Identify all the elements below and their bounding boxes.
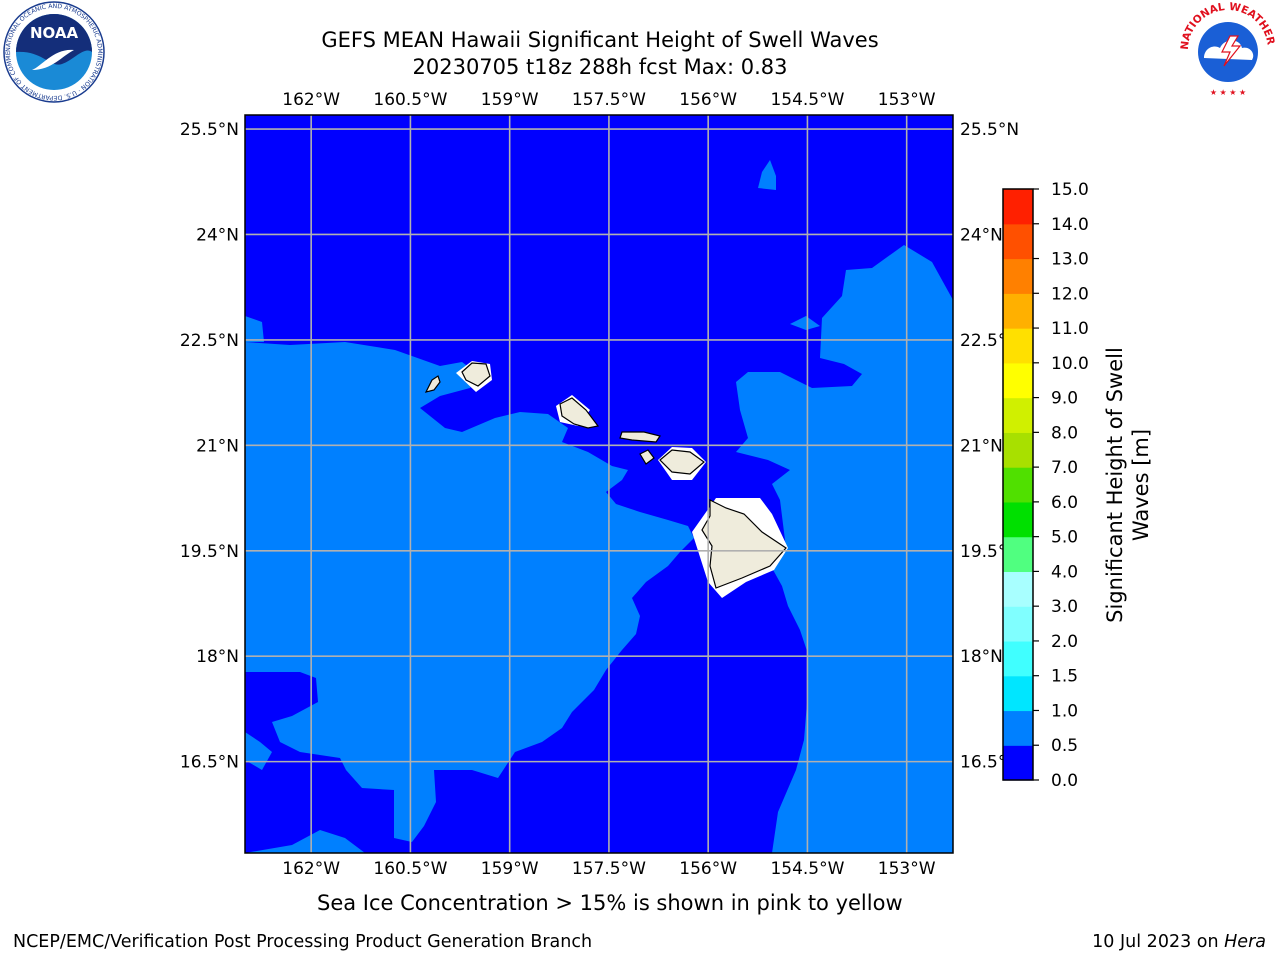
maui-island <box>659 449 705 475</box>
lon-tick-label: 160.5°W <box>373 859 447 879</box>
colorbar-segment <box>1003 397 1033 433</box>
colorbar-tick-label: 1.5 <box>1051 667 1078 687</box>
colorbar-segment <box>1003 710 1033 746</box>
colorbar-tick-label: 11.0 <box>1051 319 1089 339</box>
map-frame <box>244 114 954 854</box>
colorbar-tick-label: 5.0 <box>1051 528 1078 548</box>
niihau-island <box>424 375 441 393</box>
colorbar-tick-label: 7.0 <box>1051 458 1078 478</box>
colorbar-tick-label: 8.0 <box>1051 423 1078 443</box>
colorbar-segment <box>1003 675 1033 712</box>
colorbar-tick-label: 1.0 <box>1051 701 1078 721</box>
footer-date: 10 Jul 2023 on Hera <box>1092 932 1266 952</box>
sea-ice-note: Sea Ice Concentration > 15% is shown in … <box>317 891 903 915</box>
lanai-island <box>639 449 655 465</box>
lon-tick-label: 162°W <box>282 859 340 879</box>
lat-tick-label: 18°N <box>960 647 1003 667</box>
latitude-labels-left: 25.5°N 24°N 22.5°N 21°N 19.5°N 18°N 16.5°N <box>180 120 239 773</box>
lat-tick-label: 25.5°N <box>960 120 1019 140</box>
colorbar-label: Significant Height of Swell Waves [m] <box>1102 325 1154 645</box>
colorbar-tick-label: 0.5 <box>1051 736 1078 756</box>
lat-tick-label: 22.5°N <box>180 331 239 351</box>
lat-tick-label: 16.5°N <box>180 753 239 773</box>
kauai-island <box>461 362 491 387</box>
lon-tick-label: 159°W <box>481 90 539 110</box>
colorbar-label-line1: Significant Height of Swell <box>1103 347 1127 623</box>
longitude-labels-bottom: 162°W 160.5°W 159°W 157.5°W 156°W 154.5°W 153°… <box>282 859 935 879</box>
swell-band-east <box>736 245 953 853</box>
colorbar-tick-label: 2.0 <box>1051 632 1078 652</box>
colorbar-segment <box>1003 432 1033 468</box>
colorbar-tick-label: 9.0 <box>1051 389 1078 409</box>
nws-stars-icon: ★ ★ ★ ★ <box>1210 88 1246 97</box>
nws-logo: NATIONAL WEATHER SERVICE ★ ★ ★ ★ <box>1178 0 1277 98</box>
lon-tick-label: 154.5°W <box>770 90 844 110</box>
colorbar-tick-label: 13.0 <box>1051 250 1089 270</box>
swell-band-north-spot <box>758 160 776 190</box>
colorbar-tick-label: 6.0 <box>1051 493 1078 513</box>
colorbar-segment <box>1003 745 1033 781</box>
lon-tick-label: 157.5°W <box>572 859 646 879</box>
lon-tick-label: 154.5°W <box>770 859 844 879</box>
swell-band-south <box>245 830 365 853</box>
swell-band-east-spot <box>790 316 820 330</box>
molokai-island <box>619 431 661 443</box>
lat-tick-label: 21°N <box>960 436 1003 456</box>
colorbar-label-line2: Waves [m] <box>1129 428 1153 542</box>
colorbar-segment <box>1003 640 1033 677</box>
colorbar-frame <box>1002 188 1034 781</box>
colorbar-segment <box>1003 189 1033 225</box>
swell-band-west <box>245 342 694 842</box>
noaa-logo-text: NOAA <box>30 24 79 42</box>
colorbar-tick-label: 10.0 <box>1051 354 1089 374</box>
colorbar-tick-label: 14.0 <box>1051 215 1089 235</box>
grid-lines <box>245 115 953 853</box>
swell-band-southwest <box>245 732 272 770</box>
colorbar-segment <box>1003 536 1033 573</box>
colorbar-tick-label: 15.0 <box>1051 180 1089 200</box>
footer-credit: NCEP/EMC/Verification Post Processing Pr… <box>13 932 593 952</box>
big-island-hawaii <box>701 499 787 589</box>
footer-date-text: 10 Jul 2023 on <box>1092 932 1225 952</box>
lon-tick-label: 153°W <box>878 859 936 879</box>
lat-tick-label: 24°N <box>960 225 1003 245</box>
oahu-island <box>559 397 600 429</box>
colorbar-segment <box>1003 571 1033 607</box>
swell-band-northwest-corner <box>245 316 264 342</box>
lat-tick-label: 21°N <box>196 436 239 456</box>
colorbar-segment <box>1003 467 1033 503</box>
lon-tick-label: 159°W <box>481 859 539 879</box>
map-subtitle: 20230705 t18z 288h fcst Max: 0.83 <box>412 55 788 79</box>
colorbar-segment <box>1003 362 1033 399</box>
colorbar-tick-label: 12.0 <box>1051 284 1089 304</box>
footer-host: Hera <box>1224 932 1266 952</box>
colorbar-segment <box>1003 258 1033 294</box>
lon-tick-label: 160.5°W <box>373 90 447 110</box>
lon-tick-label: 153°W <box>878 90 936 110</box>
map-plot-area <box>245 115 953 853</box>
colorbar-tick-label: 4.0 <box>1051 562 1078 582</box>
colorbar: 0.0 0.5 1.0 1.5 2.0 3.0 4.0 5.0 6.0 7.0 8.0 9.0 10.0… <box>1002 180 1089 791</box>
colorbar-segment <box>1003 501 1033 538</box>
lon-tick-label: 157.5°W <box>572 90 646 110</box>
colorbar-segment <box>1003 293 1033 329</box>
longitude-labels-top: 162°W 160.5°W 159°W 157.5°W 156°W 154.5°W 153°… <box>282 90 935 110</box>
colorbar-segment <box>1003 328 1033 364</box>
lon-tick-label: 162°W <box>282 90 340 110</box>
lat-tick-label: 19.5°N <box>180 542 239 562</box>
colorbar-tick-label: 0.0 <box>1051 771 1078 791</box>
noaa-logo: NATIONAL OCEANIC AND ATMOSPHERIC ADMINIS… <box>2 0 105 103</box>
colorbar-segment <box>1003 223 1033 260</box>
colorbar-segment <box>1003 606 1033 642</box>
lat-tick-label: 25.5°N <box>180 120 239 140</box>
map-title: GEFS MEAN Hawaii Significant Height of S… <box>321 28 879 52</box>
lon-tick-label: 156°W <box>679 859 737 879</box>
colorbar-tick-label: 3.0 <box>1051 597 1078 617</box>
lat-tick-label: 24°N <box>196 225 239 245</box>
lat-tick-label: 18°N <box>196 647 239 667</box>
swell-band-east-inlet <box>766 408 780 434</box>
lon-tick-label: 156°W <box>679 90 737 110</box>
